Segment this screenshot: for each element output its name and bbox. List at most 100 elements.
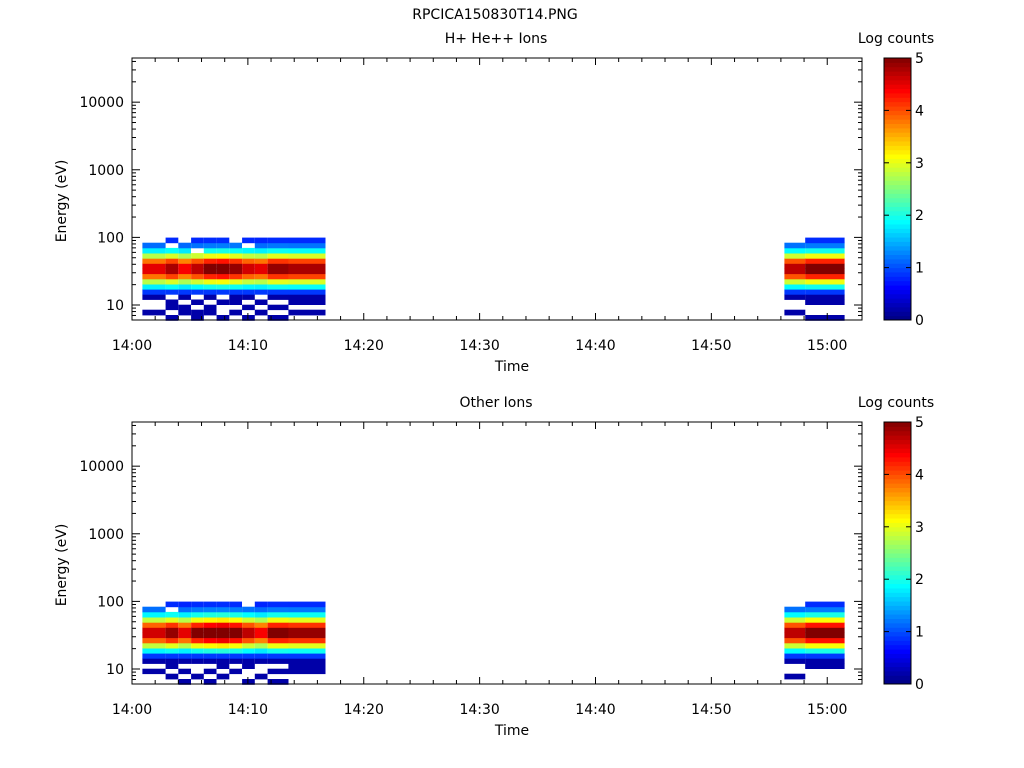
spectrogram-cell [165,258,179,264]
spectrogram-cell [203,258,217,264]
colorbar-step [884,206,911,212]
colorbar: 0 1 2 3 4 5 Log counts [858,31,934,329]
spectrogram-cell [805,284,845,290]
spectrogram-cell [229,284,242,290]
spectrogram-cell [191,648,204,654]
colorbar-step [884,461,911,467]
spectrogram-cell [203,653,217,659]
colorbar-step [884,193,911,199]
spectrogram-cell [805,242,845,249]
spectrogram-cell [242,289,255,295]
spectrogram-cell [784,309,806,316]
spectrogram-cell [142,668,166,675]
spectrogram-cell [242,253,255,259]
spectrogram-cell [165,648,179,654]
spectrogram-cell [784,247,806,254]
spectrogram-cell [267,622,289,628]
colorbar-step [884,539,911,545]
colorbar-tick-label: 3 [915,520,924,536]
spectrogram-cell [784,284,806,290]
x-tick-label: 14:20 [344,702,384,718]
spectrogram-cell [267,289,289,295]
colorbar-step [884,315,911,321]
spectrogram-cell [191,289,204,295]
spectrogram-cell [784,622,806,628]
spectrogram-cell [178,653,191,659]
spectrogram-cell [805,611,845,618]
y-tick-label: 1000 [88,163,124,179]
spectrogram-cell [165,627,179,633]
spectrogram [142,237,845,321]
x-tick-label: 14:30 [459,338,499,354]
spectrogram-cell [203,611,217,618]
spectrogram-cell [267,263,289,269]
spectrogram-cell [229,658,242,664]
colorbar-step [884,544,911,550]
colorbar-step [884,258,911,264]
spectrogram-cell [288,242,326,249]
colorbar-step [884,223,911,229]
spectrogram-cell [216,648,230,654]
spectrogram-cell [178,601,191,608]
colorbar-tick-label: 0 [915,313,924,329]
spectrogram-cell [288,299,326,305]
spectrogram-cell [191,268,204,275]
colorbar-step [884,605,911,611]
colorbar-step [884,614,911,619]
spectrogram-cell [178,642,191,649]
spectrogram-cell [254,289,268,295]
spectrogram-cell [784,653,806,659]
colorbar-step [884,184,911,190]
spectrogram-cell [267,611,289,618]
spectrogram-cell [242,273,255,280]
colorbar-step [884,439,911,445]
colorbar-tick-label: 5 [915,51,924,67]
colorbar-step [884,88,911,94]
spectrogram [142,601,845,685]
spectrogram-cell [288,601,326,608]
spectrogram-cell [254,627,268,633]
spectrogram-cell [242,315,255,321]
spectrogram-cell [178,289,191,295]
spectrogram-cell [178,258,191,264]
spectrogram-cell [142,653,166,659]
spectrogram-cell [288,289,326,295]
colorbar-step [884,526,911,532]
spectrogram-cell [254,673,268,680]
spectrogram-cell [216,622,230,628]
spectrogram-cell [203,273,217,280]
spectrogram-cell [242,268,255,275]
spectrogram-cell [165,632,179,639]
colorbar-step [884,592,911,598]
spectrogram-cell [288,253,326,259]
spectrogram-cell [254,247,268,254]
spectrogram-cell [267,273,289,280]
spectrogram-cell [203,242,217,249]
x-tick-label: 14:20 [344,338,384,354]
spectrogram-cell [142,289,166,295]
spectrogram-cell [191,658,204,664]
spectrogram-cell [216,247,230,254]
spectrogram-cell [178,304,191,311]
spectrogram-cell [288,263,326,269]
spectrogram-cell [288,637,326,644]
spectrogram-cell [267,668,289,675]
spectrogram-cell [805,606,845,613]
spectrogram-cell [288,622,326,628]
colorbar-step [884,110,911,116]
spectrogram-cell [288,278,326,285]
spectrogram-cell [805,268,845,275]
spectrogram-cell [203,253,217,259]
spectrogram-cell [288,632,326,639]
spectrogram-cell [242,284,255,290]
spectrogram-cell [229,268,242,275]
spectrogram-cell [142,627,166,633]
colorbar-step [884,140,911,146]
x-tick-label: 14:00 [112,702,152,718]
spectrogram-cell [288,611,326,618]
spectrogram-cell [229,309,242,316]
spectrogram-cell [267,278,289,285]
spectrogram-cell [254,273,268,280]
spectrogram-cell [216,253,230,259]
spectrogram-cell [288,617,326,623]
